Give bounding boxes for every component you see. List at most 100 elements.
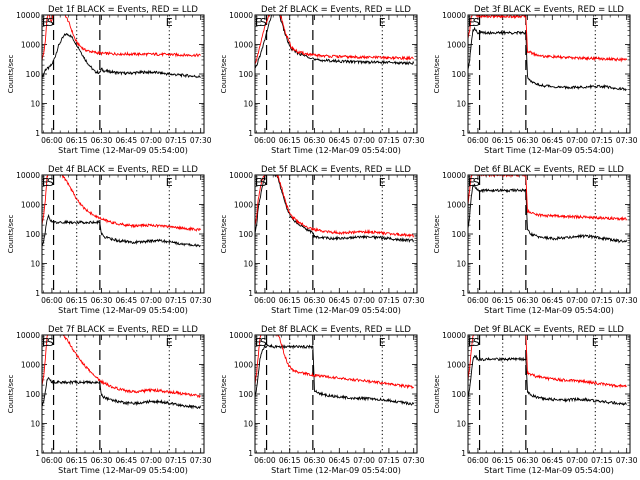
x-tick-label: 06:30 xyxy=(517,136,539,145)
x-axis-label: Start Time (12-Mar-09 05:54:00) xyxy=(58,146,188,155)
y-axis-label: Counts/sec xyxy=(220,375,228,414)
y-tick-label: 1000 xyxy=(21,41,40,50)
events-series-line xyxy=(468,183,628,244)
lld-series-line xyxy=(42,15,201,61)
segment-marker-s: S xyxy=(260,16,267,29)
y-tick-label: 10000 xyxy=(442,171,466,180)
x-tick-label: 07:00 xyxy=(140,296,162,305)
x-axis-label: Start Time (12-Mar-09 05:54:00) xyxy=(484,146,614,155)
y-axis-label: Counts/sec xyxy=(433,375,441,414)
y-tick-label: 1 xyxy=(35,129,40,138)
y-tick-label: 100 xyxy=(452,390,467,399)
y-tick-label: 10 xyxy=(456,420,466,429)
x-tick-label: 06:45 xyxy=(115,136,137,145)
lld-series-line xyxy=(42,335,201,399)
x-axis-label: Start Time (12-Mar-09 05:54:00) xyxy=(271,146,401,155)
x-tick-label: 06:30 xyxy=(517,456,539,465)
x-tick-label: 07:15 xyxy=(165,456,187,465)
y-tick-label: 10 xyxy=(243,420,253,429)
segment-marker-e: E xyxy=(379,336,386,349)
events-series-line xyxy=(42,376,202,410)
x-tick-label: 06:15 xyxy=(66,296,88,305)
y-axis-label: Counts/sec xyxy=(220,55,228,94)
data-traces xyxy=(255,175,415,244)
x-tick-label: 06:00 xyxy=(254,296,276,305)
segment-marker-e: E xyxy=(379,176,386,189)
segment-marker-s: S xyxy=(260,176,267,189)
x-tick-label: 06:00 xyxy=(467,296,489,305)
y-axis-label: Counts/sec xyxy=(7,375,15,414)
lld-series-line xyxy=(468,175,628,222)
y-axis-label: Counts/sec xyxy=(433,55,441,94)
x-tick-label: 06:00 xyxy=(41,296,63,305)
x-tick-label: 06:45 xyxy=(541,456,563,465)
y-tick-label: 10000 xyxy=(16,11,40,20)
segment-marker-e: E xyxy=(592,176,599,189)
y-tick-label: 100 xyxy=(452,230,467,239)
x-tick-label: 07:15 xyxy=(591,296,613,305)
y-tick-label: 1 xyxy=(461,129,466,138)
x-tick-label: 07:30 xyxy=(403,296,425,305)
y-tick-label: 10000 xyxy=(442,331,466,340)
y-tick-label: 1000 xyxy=(447,201,466,210)
x-tick-label: 06:15 xyxy=(66,456,88,465)
y-tick-label: 10 xyxy=(243,100,253,109)
panel-title: Det 8f BLACK = Events, RED = LLD xyxy=(261,325,411,335)
x-tick-label: 06:00 xyxy=(467,456,489,465)
panel-det-9: Det 9f BLACK = Events, RED = LLD 1 10 100 10… xyxy=(433,325,638,475)
y-tick-label: 100 xyxy=(239,70,254,79)
x-tick-label: 06:00 xyxy=(467,136,489,145)
x-tick-label: 07:15 xyxy=(165,136,187,145)
y-tick-label: 1000 xyxy=(447,361,466,370)
panel-title: Det 3f BLACK = Events, RED = LLD xyxy=(474,5,624,15)
y-tick-label: 10000 xyxy=(16,331,40,340)
x-tick-label: 07:15 xyxy=(378,456,400,465)
x-axis-label: Start Time (12-Mar-09 05:54:00) xyxy=(271,466,401,475)
x-tick-label: 06:45 xyxy=(328,136,350,145)
segment-marker-e: E xyxy=(468,176,475,189)
events-series-line xyxy=(255,175,415,244)
x-tick-label: 07:30 xyxy=(616,456,638,465)
y-tick-label: 1000 xyxy=(21,361,40,370)
x-tick-label: 07:30 xyxy=(403,456,425,465)
y-tick-label: 1 xyxy=(35,289,40,298)
y-axis-label: Counts/sec xyxy=(7,215,15,254)
x-tick-label: 07:00 xyxy=(353,296,375,305)
data-traces xyxy=(42,15,201,80)
y-tick-label: 100 xyxy=(26,390,41,399)
x-axis-label: Start Time (12-Mar-09 05:54:00) xyxy=(271,306,401,315)
segment-marker-s: S xyxy=(473,336,480,349)
lld-series-line xyxy=(255,15,414,64)
x-tick-label: 06:15 xyxy=(492,136,514,145)
panel-title: Det 4f BLACK = Events, RED = LLD xyxy=(48,165,198,175)
events-series-line xyxy=(42,32,201,80)
y-tick-label: 1000 xyxy=(234,41,253,50)
panel-det-8: Det 8f BLACK = Events, RED = LLD 1 10 100 10… xyxy=(220,325,425,475)
y-tick-label: 100 xyxy=(26,230,41,239)
y-tick-label: 10 xyxy=(456,260,466,269)
y-tick-label: 10000 xyxy=(442,11,466,20)
plot-frame xyxy=(254,174,418,294)
x-tick-label: 06:45 xyxy=(541,136,563,145)
y-tick-label: 10 xyxy=(30,100,40,109)
x-tick-label: 06:15 xyxy=(279,456,301,465)
events-series-line xyxy=(468,26,627,92)
panel-det-6: Det 6f BLACK = Events, RED = LLD 1 10 100 10… xyxy=(433,165,638,315)
panel-det-5: Det 5f BLACK = Events, RED = LLD 1 10 100 10… xyxy=(220,165,425,315)
plot-frame xyxy=(41,334,205,454)
segment-marker-s: S xyxy=(47,336,54,349)
x-axis-label: Start Time (12-Mar-09 05:54:00) xyxy=(484,306,614,315)
segment-marker-e: E xyxy=(255,336,262,349)
panel-title: Det 6f BLACK = Events, RED = LLD xyxy=(474,165,624,175)
y-tick-label: 10 xyxy=(456,100,466,109)
plot-frame xyxy=(467,334,631,454)
x-tick-label: 06:45 xyxy=(541,296,563,305)
y-tick-label: 100 xyxy=(239,390,254,399)
x-tick-label: 06:00 xyxy=(254,456,276,465)
x-tick-label: 07:15 xyxy=(378,296,400,305)
y-tick-label: 10 xyxy=(30,260,40,269)
y-tick-label: 1 xyxy=(248,289,253,298)
y-tick-label: 10000 xyxy=(229,171,253,180)
x-tick-label: 06:00 xyxy=(254,136,276,145)
plot-frame xyxy=(41,14,205,134)
